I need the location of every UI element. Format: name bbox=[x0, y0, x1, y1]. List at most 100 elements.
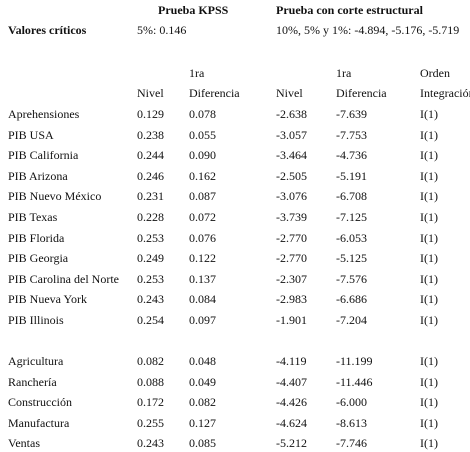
critical-break: 10%, 5% y 1%: -4.894, -5.176, -5.719 bbox=[276, 23, 460, 37]
break-level: -3.076 bbox=[276, 189, 307, 204]
break-level: -4.407 bbox=[276, 374, 307, 389]
column-header: Diferencia bbox=[189, 86, 240, 100]
break-level: -4.426 bbox=[276, 395, 307, 410]
column-header: Nivel bbox=[137, 86, 164, 100]
kpss-diff: 0.162 bbox=[189, 168, 216, 183]
column-header: Orden bbox=[420, 66, 450, 80]
kpss-level: 0.254 bbox=[137, 313, 164, 327]
column-header: Nivel bbox=[276, 86, 303, 100]
kpss-diff: 0.137 bbox=[189, 271, 216, 286]
row-label: PIB Texas bbox=[8, 210, 58, 224]
break-level: -2.770 bbox=[276, 251, 307, 266]
row-label: PIB Florida bbox=[8, 230, 65, 245]
row-label: PIB USA bbox=[8, 127, 54, 142]
order: I(1) bbox=[420, 374, 438, 389]
column-header: Diferencia bbox=[336, 86, 387, 100]
kpss-diff: 0.127 bbox=[189, 415, 216, 430]
kpss-diff: 0.055 bbox=[189, 127, 216, 142]
break-diff: -8.613 bbox=[336, 415, 367, 430]
kpss-diff: 0.122 bbox=[189, 251, 216, 266]
order: I(1) bbox=[420, 189, 438, 204]
row-label: PIB Carolina del Norte bbox=[8, 271, 119, 286]
break-diff: -11.446 bbox=[336, 374, 373, 389]
break-diff: -6.708 bbox=[336, 189, 367, 204]
kpss-diff: 0.049 bbox=[189, 374, 216, 389]
row-label: Aprehensiones bbox=[8, 107, 80, 121]
kpss-level: 0.172 bbox=[137, 395, 164, 410]
order: I(1) bbox=[420, 168, 438, 183]
row-label: PIB Georgia bbox=[8, 251, 69, 266]
row-label: PIB Illinois bbox=[8, 313, 64, 327]
kpss-level: 0.243 bbox=[137, 436, 164, 451]
kpss-level: 0.246 bbox=[137, 168, 164, 183]
row-label: PIB Nuevo México bbox=[8, 189, 102, 204]
break-diff: -7.639 bbox=[336, 107, 367, 121]
kpss-level: 0.238 bbox=[137, 127, 164, 142]
break-level: -3.739 bbox=[276, 210, 307, 224]
break-level: -1.901 bbox=[276, 313, 307, 327]
order: I(1) bbox=[420, 251, 438, 266]
row-label: PIB Nueva York bbox=[8, 292, 88, 307]
break-heading: Prueba con corte estructural bbox=[276, 3, 423, 17]
break-level: -2.638 bbox=[276, 107, 307, 121]
row-label: Ranchería bbox=[8, 374, 57, 389]
kpss-diff: 0.072 bbox=[189, 210, 216, 224]
order: I(1) bbox=[420, 436, 438, 451]
break-diff: -7.125 bbox=[336, 210, 367, 224]
row-label: PIB Arizona bbox=[8, 168, 68, 183]
break-diff: -6.053 bbox=[336, 230, 367, 245]
order: I(1) bbox=[420, 292, 438, 307]
break-diff: -7.204 bbox=[336, 313, 367, 327]
break-diff: -11.199 bbox=[336, 354, 373, 368]
kpss-diff: 0.087 bbox=[189, 189, 216, 204]
kpss-level: 0.082 bbox=[137, 354, 164, 368]
kpss-level: 0.253 bbox=[137, 230, 164, 245]
critical-label: Valores críticos bbox=[8, 23, 87, 37]
kpss-level: 0.244 bbox=[137, 148, 164, 163]
critical-kpss: 5%: 0.146 bbox=[137, 23, 187, 37]
kpss-level: 0.129 bbox=[137, 107, 164, 121]
kpss-heading: Prueba KPSS bbox=[158, 3, 229, 17]
kpss-level: 0.231 bbox=[137, 189, 164, 204]
row-label: PIB California bbox=[8, 148, 79, 163]
break-diff: -5.191 bbox=[336, 168, 367, 183]
break-level: -4.624 bbox=[276, 415, 307, 430]
break-diff: -7.576 bbox=[336, 271, 367, 286]
column-header: Integración bbox=[420, 86, 470, 100]
kpss-level: 0.088 bbox=[137, 374, 164, 389]
row-label: Construcción bbox=[8, 395, 72, 410]
break-diff: -4.736 bbox=[336, 148, 367, 163]
order: I(1) bbox=[420, 395, 438, 410]
break-level: -2.770 bbox=[276, 230, 307, 245]
kpss-diff: 0.084 bbox=[189, 292, 216, 307]
kpss-level: 0.253 bbox=[137, 271, 164, 286]
break-level: -5.212 bbox=[276, 436, 307, 451]
kpss-diff: 0.085 bbox=[189, 436, 216, 451]
order: I(1) bbox=[420, 313, 438, 327]
kpss-level: 0.228 bbox=[137, 210, 164, 224]
break-diff: -6.686 bbox=[336, 292, 367, 307]
kpss-level: 0.249 bbox=[137, 251, 164, 266]
order: I(1) bbox=[420, 271, 438, 286]
break-level: -3.057 bbox=[276, 127, 307, 142]
break-level: -2.983 bbox=[276, 292, 307, 307]
column-header: 1ra bbox=[336, 66, 352, 80]
order: I(1) bbox=[420, 230, 438, 245]
kpss-diff: 0.090 bbox=[189, 148, 216, 163]
break-level: -3.464 bbox=[276, 148, 307, 163]
kpss-diff: 0.082 bbox=[189, 395, 216, 410]
kpss-level: 0.255 bbox=[137, 415, 164, 430]
break-level: -2.505 bbox=[276, 168, 307, 183]
break-level: -4.119 bbox=[276, 354, 307, 368]
order: I(1) bbox=[420, 127, 438, 142]
row-label: Manufactura bbox=[8, 415, 70, 430]
kpss-diff: 0.078 bbox=[189, 107, 216, 121]
break-level: -2.307 bbox=[276, 271, 307, 286]
order: I(1) bbox=[420, 354, 438, 368]
break-diff: -7.746 bbox=[336, 436, 367, 451]
break-diff: -5.125 bbox=[336, 251, 367, 266]
order: I(1) bbox=[420, 210, 438, 224]
break-diff: -7.753 bbox=[336, 127, 367, 142]
kpss-diff: 0.076 bbox=[189, 230, 216, 245]
